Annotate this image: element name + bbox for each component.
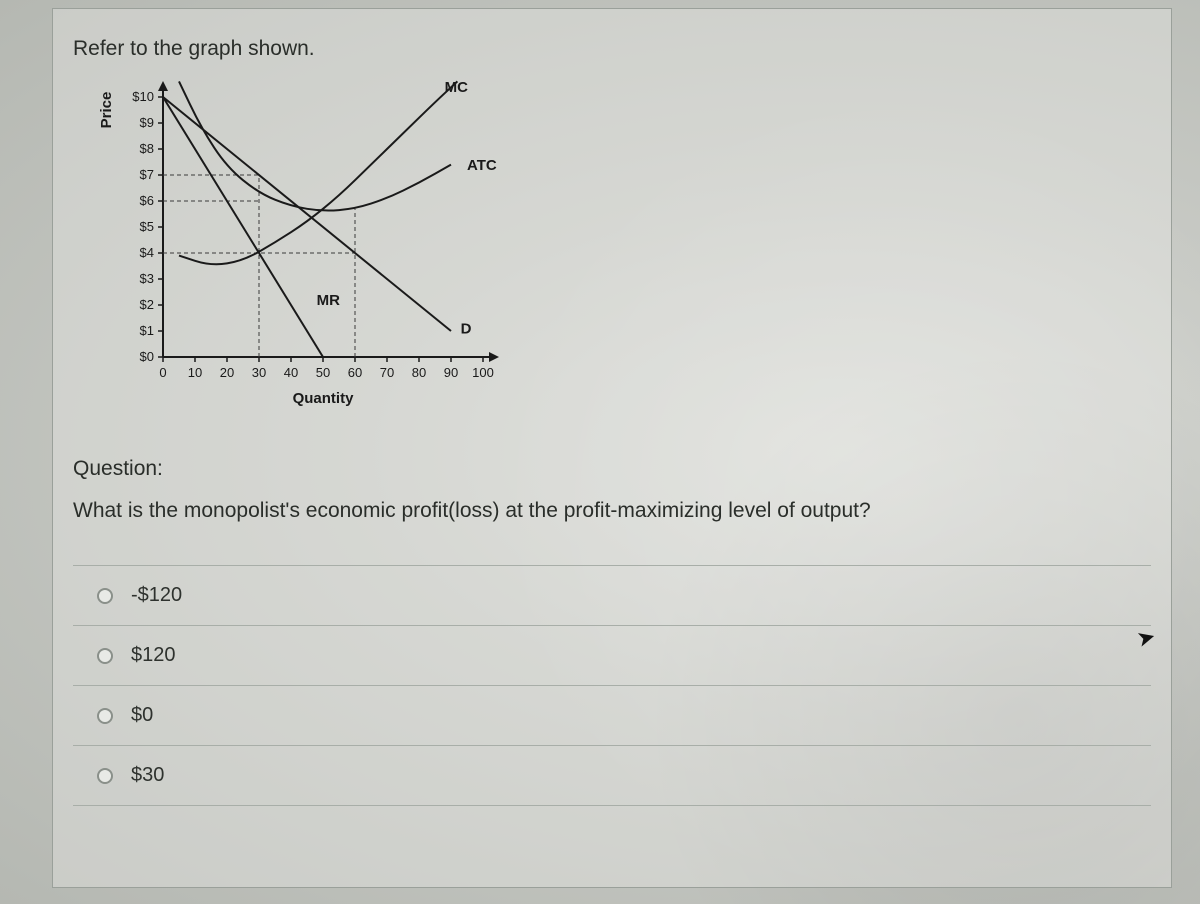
svg-text:10: 10	[188, 365, 202, 380]
question-text: What is the monopolist's economic profit…	[73, 499, 1151, 523]
radio-icon	[97, 768, 113, 784]
svg-text:$9: $9	[140, 115, 154, 130]
svg-text:$10: $10	[132, 89, 154, 104]
svg-text:40: 40	[284, 365, 298, 380]
svg-text:$5: $5	[140, 219, 154, 234]
radio-icon	[97, 648, 113, 664]
svg-text:100: 100	[472, 365, 494, 380]
answer-options: -$120 $120 $0 $30	[73, 565, 1151, 806]
svg-text:$3: $3	[140, 271, 154, 286]
radio-icon	[97, 588, 113, 604]
option-d[interactable]: $30	[73, 746, 1151, 806]
question-panel: Refer to the graph shown. $10$9$8$7$6$5$…	[52, 8, 1172, 888]
option-label: $0	[131, 704, 153, 727]
svg-text:20: 20	[220, 365, 234, 380]
svg-text:90: 90	[444, 365, 458, 380]
svg-text:D: D	[461, 321, 472, 338]
option-label: -$120	[131, 584, 182, 607]
svg-text:50: 50	[316, 365, 330, 380]
svg-text:$0: $0	[140, 349, 154, 364]
svg-text:$2: $2	[140, 297, 154, 312]
svg-text:MR: MR	[317, 292, 340, 309]
radio-icon	[97, 708, 113, 724]
economics-chart: $10 $9 $8 $7 $6 $5 $4 $3 $2 $1 $0 0 10 20 30 40 50 60 70 80…	[93, 79, 513, 419]
instruction-text: Refer to the graph shown.	[73, 37, 1151, 61]
question-label: Question:	[73, 457, 1151, 481]
svg-text:Price: Price	[98, 92, 115, 129]
svg-text:0: 0	[159, 365, 166, 380]
option-label: $30	[131, 764, 164, 787]
svg-text:30: 30	[252, 365, 266, 380]
option-a[interactable]: -$120	[73, 566, 1151, 626]
svg-text:80: 80	[412, 365, 426, 380]
svg-text:$6: $6	[140, 193, 154, 208]
option-c[interactable]: $0	[73, 686, 1151, 746]
svg-text:$4: $4	[140, 245, 154, 260]
svg-text:ATC: ATC	[467, 157, 497, 174]
svg-text:$1: $1	[140, 323, 154, 338]
svg-text:$8: $8	[140, 141, 154, 156]
svg-text:$7: $7	[140, 167, 154, 182]
option-label: $120	[131, 644, 176, 667]
svg-text:MC: MC	[445, 79, 468, 96]
option-b[interactable]: $120	[73, 626, 1151, 686]
svg-text:60: 60	[348, 365, 362, 380]
svg-text:70: 70	[380, 365, 394, 380]
svg-text:Quantity: Quantity	[293, 390, 354, 407]
